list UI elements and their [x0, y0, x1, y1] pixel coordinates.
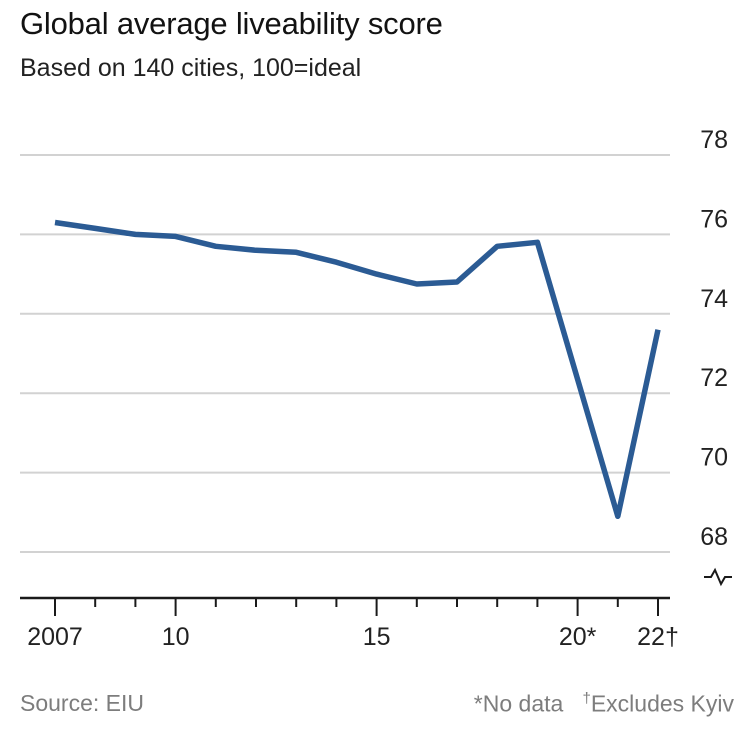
y-tick-label: 68	[700, 523, 728, 551]
footnotes: *No data †Excludes Kyiv	[474, 690, 734, 718]
x-tick-label: 15	[363, 623, 391, 651]
series-line	[54, 219, 661, 520]
axis-break-icon	[704, 567, 732, 587]
y-tick-label: 78	[700, 126, 728, 154]
footnote-excludes-kyiv: Excludes Kyiv	[590, 690, 734, 717]
y-tick-label: 76	[700, 205, 728, 233]
x-tick-label: 10	[162, 623, 190, 651]
y-tick-label: 72	[700, 364, 728, 392]
x-tick-label: 20*	[559, 623, 597, 651]
footnote-dagger: †	[582, 690, 591, 707]
source-note: Source: EIU	[20, 690, 144, 716]
x-tick-label: 2007	[27, 623, 83, 651]
x-tick-label: 22†	[637, 623, 679, 651]
chart-subtitle: Based on 140 cities, 100=ideal	[20, 54, 362, 82]
chart-title: Global average liveability score	[20, 6, 443, 41]
footnote-no-data: *No data	[473, 690, 564, 717]
y-tick-label: 70	[700, 444, 728, 472]
y-tick-label: 74	[700, 285, 728, 313]
